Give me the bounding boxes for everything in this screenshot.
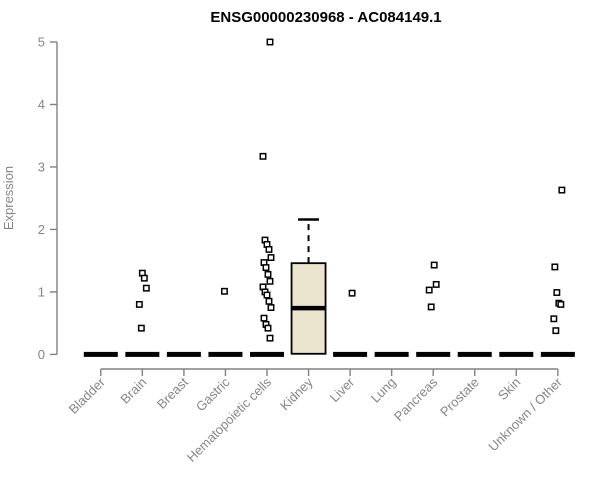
outlier-point [135, 300, 143, 308]
median-line [374, 351, 409, 357]
outlier-point [142, 284, 150, 292]
median-line [208, 351, 243, 357]
box-group [83, 351, 118, 357]
y-axis-title: Expression [1, 166, 16, 230]
box-group [457, 351, 492, 357]
outlier-point [262, 264, 270, 272]
median-line [333, 351, 368, 357]
outlier-point [140, 274, 148, 282]
outlier-point [259, 152, 267, 160]
plot-area [83, 38, 575, 357]
x-category-label: Liver [327, 374, 358, 405]
x-category-label: Pancreas [391, 374, 441, 424]
x-category-label: Brain [117, 375, 149, 407]
median-line [166, 351, 201, 357]
box-group [333, 289, 368, 357]
outlier-point [137, 324, 145, 332]
box-group [166, 351, 201, 357]
outlier-point [260, 314, 268, 322]
y-tick-label: 5 [38, 35, 45, 50]
x-category-label: Kidney [277, 374, 316, 413]
x-category-label: Skin [495, 375, 523, 403]
outlier-point [425, 286, 433, 294]
box-group [290, 218, 327, 355]
y-axis: 0 1 2 3 4 5 [38, 35, 58, 362]
outlier-point [553, 289, 561, 296]
median-line [540, 351, 575, 357]
x-category-label: Bladder [66, 374, 109, 417]
outlier-point [266, 38, 274, 46]
chart-title: ENSG00000230968 - AC084149.1 [210, 9, 441, 26]
outlier-point [264, 324, 272, 332]
outlier-point [264, 270, 272, 278]
outlier-point [265, 245, 273, 253]
box-group [250, 38, 284, 357]
y-tick-label: 1 [38, 284, 45, 299]
median-line [457, 351, 492, 357]
outlier-point [550, 315, 558, 323]
outlier-point [432, 280, 440, 288]
x-category-label: Unknown / Other [485, 374, 565, 454]
y-tick-label: 4 [38, 97, 45, 112]
outlier-point [266, 334, 274, 342]
outlier-point [552, 327, 560, 335]
outlier-point [263, 291, 271, 299]
outlier-point [265, 297, 273, 305]
x-category-label: Breast [154, 374, 191, 411]
median-line [125, 351, 160, 357]
outlier-point [551, 263, 559, 271]
box-group [125, 269, 160, 357]
outlier-point [266, 277, 274, 285]
y-tick-label: 3 [38, 159, 45, 174]
median-line [499, 351, 534, 357]
box-group [540, 186, 575, 357]
outlier-point [267, 304, 275, 311]
x-category-label: Prostate [437, 375, 482, 420]
median-line [83, 351, 118, 357]
outlier-point [348, 289, 356, 297]
outlier-point [558, 186, 566, 194]
outlier-point [221, 287, 228, 295]
outlier-point [427, 303, 435, 311]
box-group [416, 261, 451, 357]
box-group [499, 351, 534, 357]
y-tick-label: 0 [38, 347, 45, 362]
x-category-label: Gastric [193, 374, 233, 414]
box-group [208, 287, 243, 357]
outlier-point [557, 300, 565, 308]
outlier-point [267, 254, 275, 262]
y-tick-label: 2 [38, 222, 45, 237]
outlier-point [430, 261, 438, 269]
x-category-label: Lung [368, 375, 399, 406]
median-line [416, 351, 451, 357]
box-group [374, 351, 409, 357]
median-line [250, 351, 284, 357]
